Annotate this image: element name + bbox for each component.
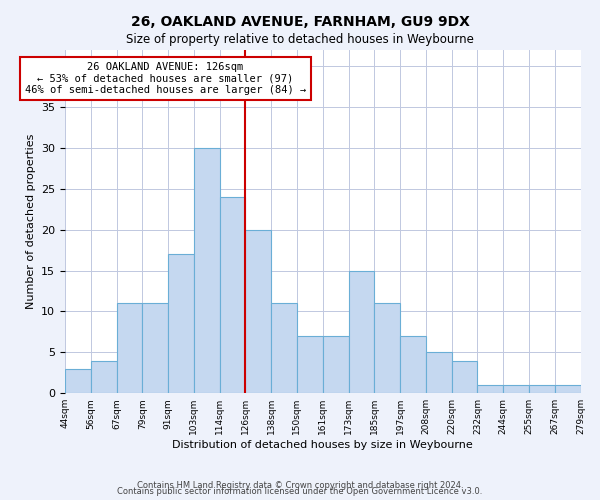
Bar	[220, 197, 245, 393]
Text: Size of property relative to detached houses in Weybourne: Size of property relative to detached ho…	[126, 32, 474, 46]
Bar	[374, 304, 400, 393]
Bar	[323, 336, 349, 393]
Bar	[245, 230, 271, 393]
Text: Contains public sector information licensed under the Open Government Licence v3: Contains public sector information licen…	[118, 487, 482, 496]
Bar	[400, 336, 426, 393]
Bar	[297, 336, 323, 393]
Bar	[529, 385, 555, 393]
Bar	[349, 270, 374, 393]
X-axis label: Distribution of detached houses by size in Weybourne: Distribution of detached houses by size …	[172, 440, 473, 450]
Bar	[116, 304, 142, 393]
Bar	[65, 368, 91, 393]
Bar	[426, 352, 452, 393]
Bar	[194, 148, 220, 393]
Bar	[452, 360, 478, 393]
Bar	[142, 304, 168, 393]
Bar	[478, 385, 503, 393]
Text: 26 OAKLAND AVENUE: 126sqm
← 53% of detached houses are smaller (97)
46% of semi-: 26 OAKLAND AVENUE: 126sqm ← 53% of detac…	[25, 62, 306, 95]
Bar	[555, 385, 581, 393]
Bar	[168, 254, 194, 393]
Text: Contains HM Land Registry data © Crown copyright and database right 2024.: Contains HM Land Registry data © Crown c…	[137, 481, 463, 490]
Text: 26, OAKLAND AVENUE, FARNHAM, GU9 9DX: 26, OAKLAND AVENUE, FARNHAM, GU9 9DX	[131, 15, 469, 29]
Y-axis label: Number of detached properties: Number of detached properties	[26, 134, 35, 310]
Bar	[271, 304, 297, 393]
Bar	[503, 385, 529, 393]
Bar	[91, 360, 116, 393]
